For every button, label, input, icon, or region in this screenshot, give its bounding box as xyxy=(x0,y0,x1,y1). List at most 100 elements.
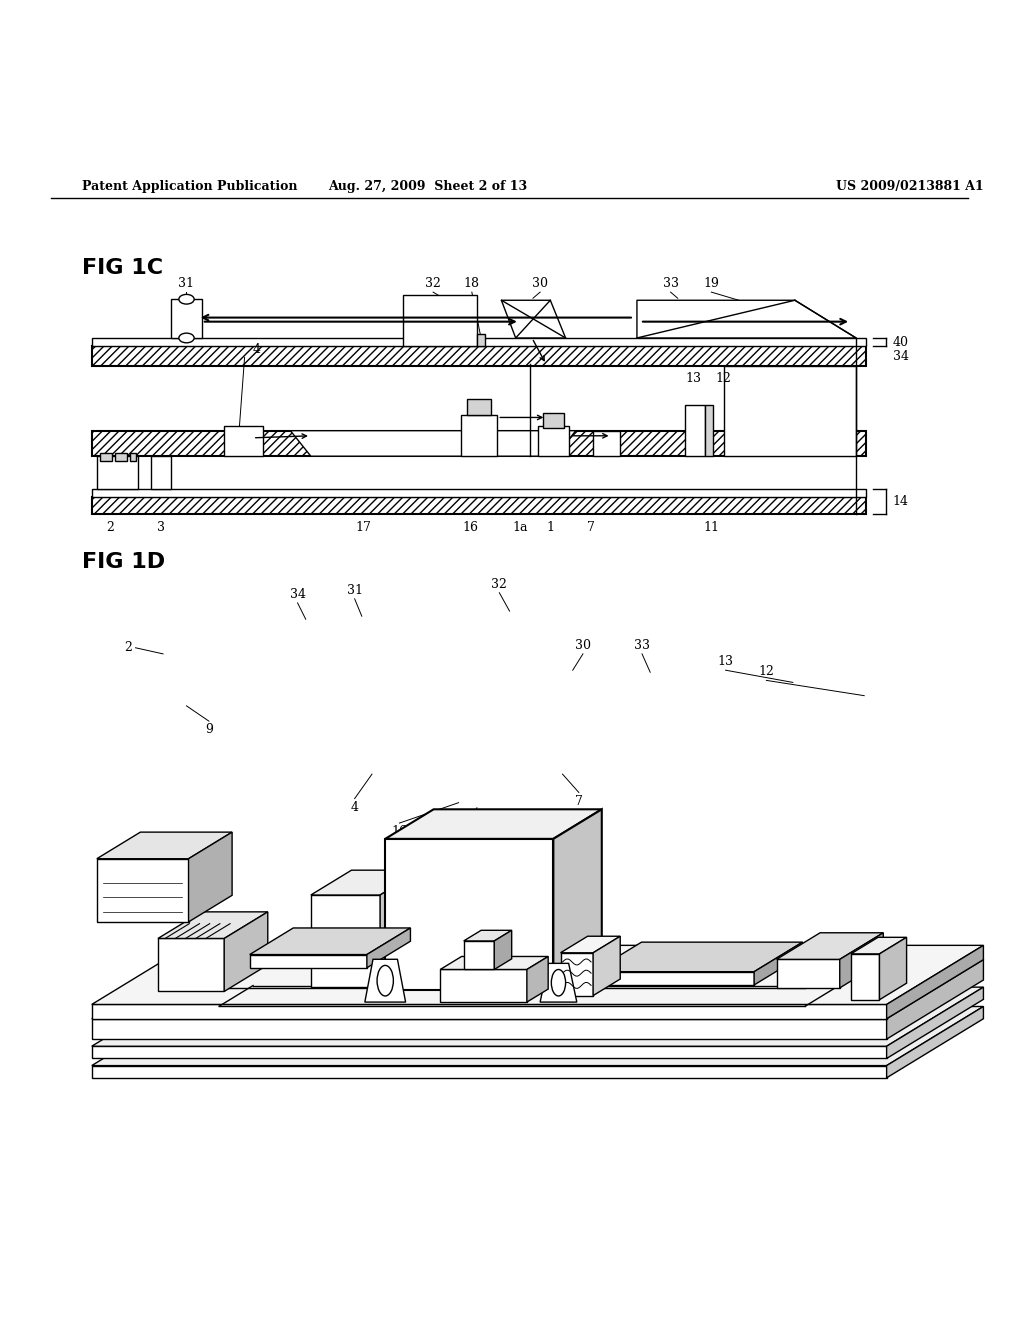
Text: 11: 11 xyxy=(703,521,719,535)
Text: 13: 13 xyxy=(685,372,701,385)
Text: Aug. 27, 2009  Sheet 2 of 13: Aug. 27, 2009 Sheet 2 of 13 xyxy=(329,180,527,193)
Ellipse shape xyxy=(179,333,195,343)
Bar xyxy=(97,457,137,488)
Text: 17: 17 xyxy=(356,521,372,535)
Text: 32: 32 xyxy=(425,277,441,290)
Text: 30: 30 xyxy=(574,639,591,652)
Polygon shape xyxy=(158,912,267,939)
Polygon shape xyxy=(560,936,621,953)
Text: 7: 7 xyxy=(587,521,595,535)
Polygon shape xyxy=(367,928,411,968)
Text: 13: 13 xyxy=(718,655,733,668)
Polygon shape xyxy=(440,957,548,969)
Polygon shape xyxy=(92,1065,887,1078)
Polygon shape xyxy=(887,987,983,1059)
Bar xyxy=(477,334,485,346)
Polygon shape xyxy=(887,1006,983,1078)
Bar xyxy=(92,346,866,367)
Bar xyxy=(92,430,866,457)
Polygon shape xyxy=(776,960,840,987)
Text: FIG 1C: FIG 1C xyxy=(82,257,163,277)
Polygon shape xyxy=(851,954,880,999)
Polygon shape xyxy=(92,1047,887,1059)
Text: 19: 19 xyxy=(703,277,719,290)
Polygon shape xyxy=(97,859,188,921)
Text: 7: 7 xyxy=(574,795,583,808)
Polygon shape xyxy=(380,870,421,987)
Polygon shape xyxy=(365,960,406,1002)
Text: US 2009/0213881 A1: US 2009/0213881 A1 xyxy=(836,180,983,193)
Polygon shape xyxy=(560,953,593,995)
Polygon shape xyxy=(224,912,267,991)
Text: 32: 32 xyxy=(492,578,507,591)
Bar xyxy=(593,430,620,457)
Polygon shape xyxy=(158,939,224,991)
Polygon shape xyxy=(840,933,884,987)
Bar xyxy=(171,300,202,338)
Bar xyxy=(92,496,866,515)
Bar xyxy=(402,296,477,346)
Text: 1: 1 xyxy=(547,521,554,535)
Polygon shape xyxy=(92,945,983,1005)
Text: 40: 40 xyxy=(893,335,908,348)
Polygon shape xyxy=(250,954,367,968)
Polygon shape xyxy=(887,960,983,1039)
Bar xyxy=(151,457,171,488)
Text: 1: 1 xyxy=(453,841,461,854)
Text: 34: 34 xyxy=(893,350,908,363)
Bar xyxy=(724,367,856,457)
Polygon shape xyxy=(637,300,856,338)
Polygon shape xyxy=(887,945,983,1019)
Text: 16: 16 xyxy=(463,521,479,535)
Ellipse shape xyxy=(551,969,565,997)
Text: 18: 18 xyxy=(464,277,480,290)
Bar xyxy=(685,405,706,457)
Text: 33: 33 xyxy=(634,639,650,652)
Bar xyxy=(706,405,714,457)
Text: 2: 2 xyxy=(125,642,132,655)
Polygon shape xyxy=(92,1005,887,1019)
Bar xyxy=(92,488,866,496)
Polygon shape xyxy=(311,895,380,987)
Polygon shape xyxy=(385,809,602,838)
Polygon shape xyxy=(851,937,906,954)
Bar xyxy=(92,338,866,346)
Polygon shape xyxy=(385,838,553,990)
Text: 31: 31 xyxy=(347,583,362,597)
Polygon shape xyxy=(553,809,602,990)
Text: 4: 4 xyxy=(350,801,358,813)
Text: 4: 4 xyxy=(253,343,261,356)
Polygon shape xyxy=(464,931,512,941)
Polygon shape xyxy=(250,928,411,954)
Ellipse shape xyxy=(377,965,393,997)
Polygon shape xyxy=(593,942,803,972)
Text: 3: 3 xyxy=(157,521,165,535)
Polygon shape xyxy=(593,936,621,995)
Polygon shape xyxy=(464,941,495,969)
Ellipse shape xyxy=(179,294,195,304)
Text: Patent Application Publication: Patent Application Publication xyxy=(82,180,297,193)
Polygon shape xyxy=(92,1006,983,1065)
Text: 1a: 1a xyxy=(512,521,527,535)
Text: 12: 12 xyxy=(759,665,774,678)
Text: 30: 30 xyxy=(532,277,548,290)
Polygon shape xyxy=(540,964,577,1002)
Text: 16: 16 xyxy=(391,825,408,838)
Polygon shape xyxy=(311,870,421,895)
Polygon shape xyxy=(92,987,983,1047)
Text: 33: 33 xyxy=(663,277,679,290)
Bar xyxy=(538,425,568,457)
Polygon shape xyxy=(495,931,512,969)
Polygon shape xyxy=(97,832,232,859)
Bar xyxy=(224,425,263,457)
Bar xyxy=(130,453,135,461)
Bar xyxy=(543,413,563,428)
Text: 34: 34 xyxy=(290,587,305,601)
Bar xyxy=(467,399,492,416)
Polygon shape xyxy=(776,933,884,960)
Polygon shape xyxy=(92,960,983,1019)
Polygon shape xyxy=(92,1019,887,1039)
Polygon shape xyxy=(880,937,906,999)
Polygon shape xyxy=(754,942,803,985)
Polygon shape xyxy=(527,957,548,1002)
